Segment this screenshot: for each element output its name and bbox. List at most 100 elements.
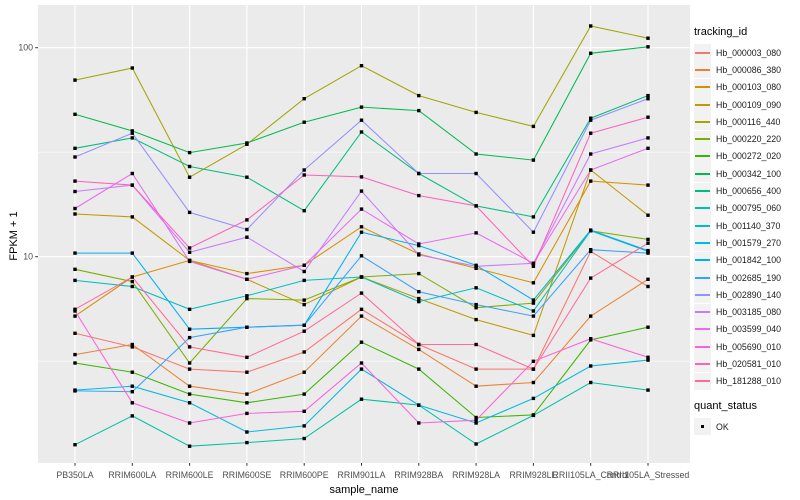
legend-item-label: Hb_000086_380 bbox=[716, 64, 782, 75]
data-point bbox=[245, 175, 249, 179]
data-point bbox=[245, 294, 249, 298]
quant-status-key-swatch bbox=[694, 418, 711, 436]
x-tick-label: RRIM600LA bbox=[108, 470, 156, 480]
data-point bbox=[302, 97, 306, 101]
data-point bbox=[73, 443, 77, 447]
legend-item: Hb_000795_060 bbox=[694, 199, 800, 217]
data-point bbox=[73, 155, 77, 159]
data-point bbox=[187, 250, 192, 254]
data-point bbox=[417, 108, 421, 113]
data-point bbox=[130, 370, 134, 374]
legend-key-swatch bbox=[694, 251, 711, 269]
data-point bbox=[646, 248, 650, 253]
legend-key-line bbox=[695, 380, 710, 383]
grid-major bbox=[38, 5, 690, 463]
data-point bbox=[130, 384, 134, 388]
data-point bbox=[474, 367, 478, 371]
data-point bbox=[130, 284, 134, 289]
legend-items: Hb_000003_080 Hb_000086_380 Hb_000103_080 H… bbox=[694, 44, 800, 390]
legend-key-swatch bbox=[694, 234, 711, 252]
data-point bbox=[73, 307, 77, 311]
legend-item-label: Hb_000342_100 bbox=[716, 168, 782, 179]
data-point bbox=[589, 152, 593, 156]
black-square-point-icon bbox=[701, 425, 705, 429]
data-point bbox=[73, 251, 77, 255]
legend-item: Hb_000220_220 bbox=[694, 130, 800, 148]
data-point bbox=[245, 218, 249, 222]
data-point bbox=[589, 24, 593, 28]
legend-item-label: Hb_000795_060 bbox=[716, 203, 782, 214]
data-point bbox=[417, 296, 421, 301]
data-point bbox=[417, 290, 421, 294]
data-point bbox=[73, 189, 77, 194]
data-point bbox=[302, 409, 306, 413]
data-point bbox=[187, 361, 192, 365]
data-point bbox=[474, 442, 478, 446]
data-point bbox=[302, 392, 306, 396]
y-tick-label: 10 bbox=[23, 252, 33, 262]
data-point bbox=[187, 392, 192, 396]
legend-key-swatch bbox=[694, 78, 711, 96]
data-point bbox=[359, 291, 364, 295]
data-point bbox=[417, 171, 421, 176]
data-point bbox=[245, 325, 249, 329]
legend-key-line bbox=[695, 120, 710, 123]
legend-key-swatch bbox=[694, 372, 711, 390]
data-point bbox=[646, 146, 650, 150]
x-tick-label: RRIM928LA bbox=[452, 470, 500, 480]
data-point bbox=[302, 263, 306, 267]
legend-key-line bbox=[695, 293, 710, 296]
data-point bbox=[417, 421, 421, 425]
data-point bbox=[245, 370, 249, 374]
data-point bbox=[73, 331, 77, 335]
data-point bbox=[646, 45, 650, 49]
legend-key-line bbox=[695, 224, 710, 227]
data-point bbox=[417, 403, 421, 407]
data-point bbox=[531, 309, 536, 313]
data-point bbox=[359, 130, 364, 134]
legend-item: Hb_000103_080 bbox=[694, 78, 800, 96]
data-point bbox=[646, 277, 650, 281]
legend-item-label: Hb_002890_140 bbox=[716, 289, 782, 300]
data-point bbox=[73, 179, 77, 183]
legend-item: Hb_181288_010 bbox=[694, 372, 800, 390]
data-point bbox=[531, 230, 536, 234]
y-axis-title: FPKM + 1 bbox=[8, 211, 20, 261]
x-tick-label: RRIM600LE bbox=[166, 470, 214, 480]
data-point bbox=[359, 189, 364, 193]
data-point bbox=[130, 251, 134, 255]
legend-item-label: Hb_000003_080 bbox=[716, 47, 782, 58]
legend-item: Hb_001579_270 bbox=[694, 234, 800, 252]
data-point bbox=[646, 183, 650, 187]
legend-item: Hb_000086_380 bbox=[694, 61, 800, 79]
data-point bbox=[130, 183, 134, 187]
data-point bbox=[646, 251, 650, 255]
data-point bbox=[187, 421, 192, 425]
data-point bbox=[531, 413, 536, 418]
axes: 100 10 PB350LA RRIM600LA RRIM600LE RRIM600SE R… bbox=[18, 43, 689, 480]
data-point bbox=[474, 171, 478, 176]
x-tick-label: PB350LA bbox=[56, 470, 93, 480]
data-point bbox=[245, 235, 249, 239]
data-point bbox=[589, 51, 593, 55]
data-point bbox=[417, 93, 421, 98]
data-point bbox=[187, 150, 192, 155]
legend-item-label: Hb_000656_400 bbox=[716, 186, 782, 197]
legend-item-label: Hb_000109_090 bbox=[716, 99, 782, 110]
x-tick-label: RRIM600PE bbox=[280, 470, 329, 480]
legend-item-label: Hb_002685_190 bbox=[716, 272, 782, 283]
data-point bbox=[474, 264, 478, 268]
data-point bbox=[474, 306, 478, 310]
legend-key-swatch bbox=[694, 130, 711, 148]
data-point bbox=[302, 436, 306, 441]
legend-item-label: Hb_001579_270 bbox=[716, 237, 782, 248]
legend2-title: quant_status bbox=[694, 399, 757, 412]
data-point bbox=[589, 380, 593, 385]
legend-item-label: Hb_181288_010 bbox=[716, 376, 782, 387]
legend-key-swatch bbox=[694, 286, 711, 304]
data-point bbox=[417, 242, 421, 246]
data-point bbox=[359, 230, 364, 234]
data-point bbox=[187, 164, 192, 169]
data-point bbox=[589, 337, 593, 341]
legend-key-swatch bbox=[694, 165, 711, 183]
